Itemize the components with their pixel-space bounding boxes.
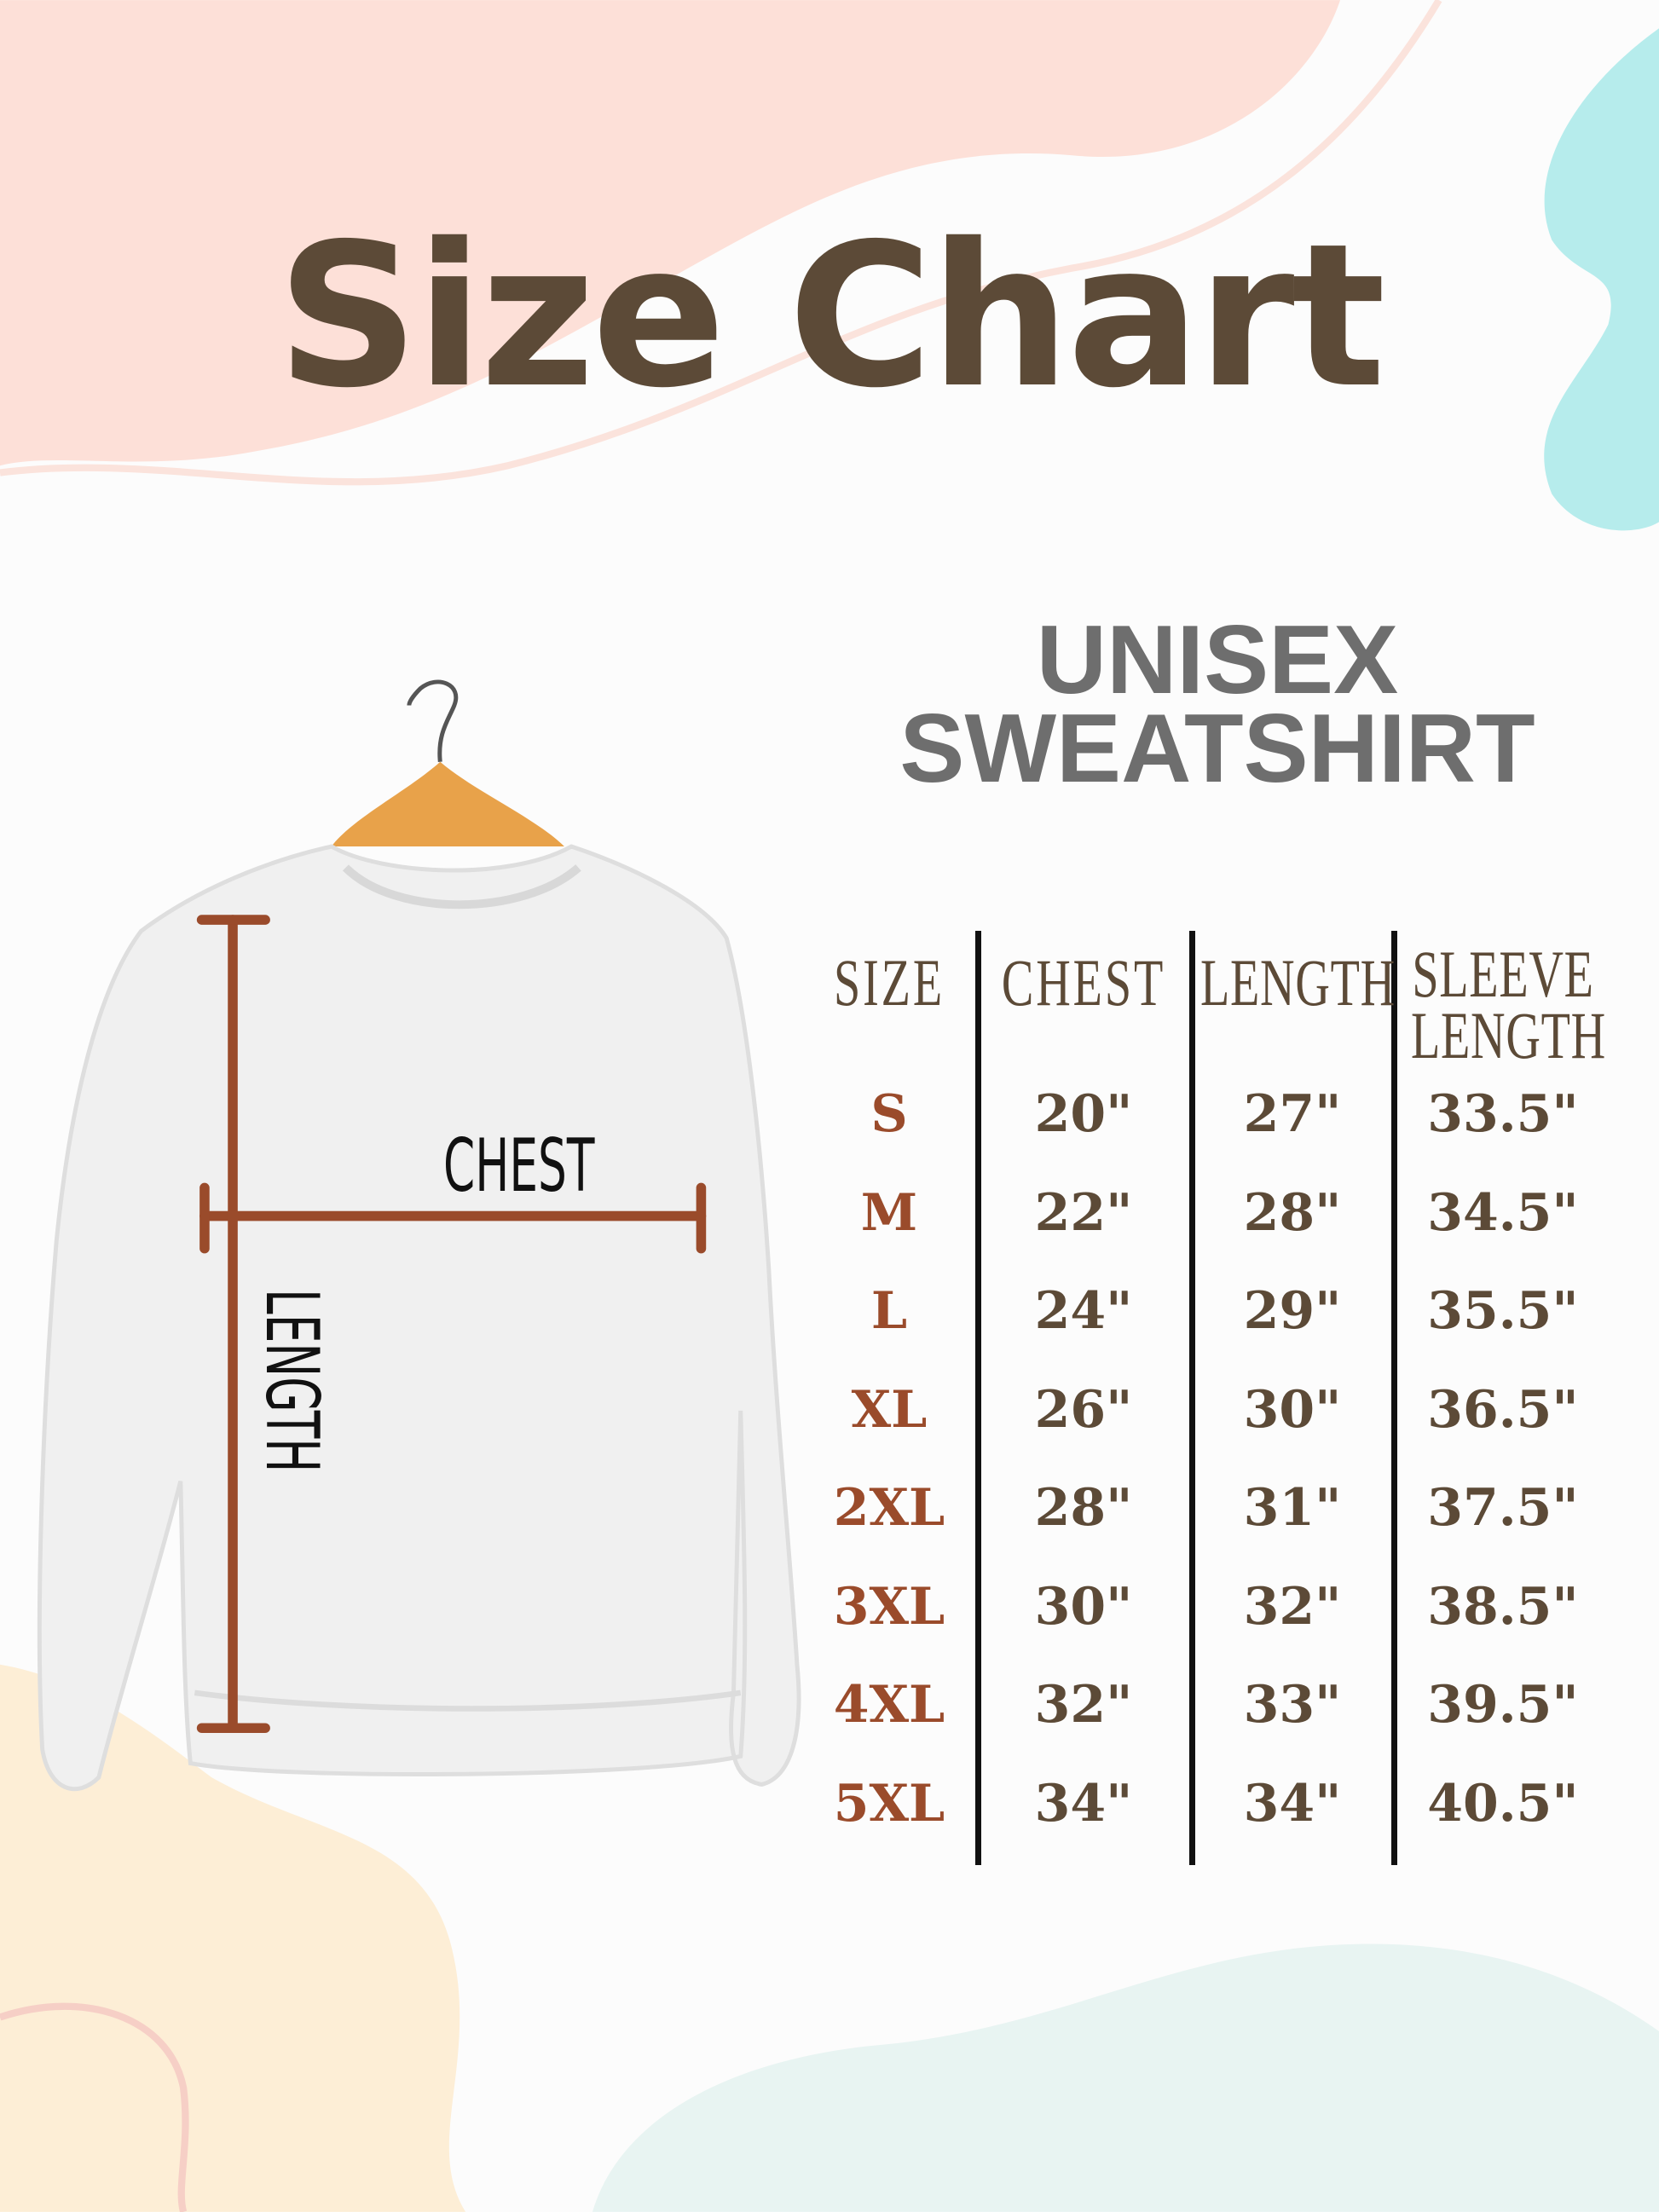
cell-length: 32" <box>1243 1576 1342 1637</box>
column-divider <box>1391 931 1397 1865</box>
cell-chest: 26" <box>1034 1379 1133 1440</box>
cell-chest: 32" <box>1034 1675 1133 1735</box>
pink-curve-line <box>0 2002 189 2212</box>
cell-length: 28" <box>1243 1182 1342 1243</box>
cell-length: 34" <box>1243 1773 1342 1834</box>
cell-length: 31" <box>1243 1478 1342 1538</box>
cell-sleeve: 38.5" <box>1427 1576 1579 1637</box>
teal-blob <box>1544 28 1659 531</box>
length-label: LENGTH <box>249 1289 334 1473</box>
cell-chest: 22" <box>1034 1182 1133 1243</box>
cell-chest: 34" <box>1034 1773 1133 1834</box>
cell-chest: 20" <box>1034 1084 1133 1144</box>
cell-length: 33" <box>1243 1675 1342 1735</box>
cell-sleeve: 40.5" <box>1427 1773 1579 1834</box>
header-sleeve-length: LENGTH <box>1411 998 1606 1072</box>
cell-length: 29" <box>1243 1281 1342 1341</box>
sweatshirt-image <box>37 844 801 1792</box>
cell-size: 4XL <box>833 1675 945 1735</box>
cell-size: 2XL <box>833 1478 945 1538</box>
cell-chest: 30" <box>1034 1576 1133 1637</box>
chest-measure-line <box>199 1182 707 1254</box>
header-size: SIZE <box>833 945 945 1019</box>
chest-label: CHEST <box>443 1123 595 1209</box>
cell-length: 30" <box>1243 1379 1342 1440</box>
cell-chest: 28" <box>1034 1478 1133 1538</box>
cell-sleeve: 39.5" <box>1427 1675 1579 1735</box>
column-divider <box>975 931 981 1865</box>
pink-blob <box>0 0 1341 466</box>
hanger-icon <box>331 679 564 847</box>
cell-chest: 24" <box>1034 1281 1133 1341</box>
cell-sleeve: 36.5" <box>1427 1379 1579 1440</box>
cell-sleeve: 35.5" <box>1427 1281 1579 1341</box>
subtitle-line-2: SWEATSHIRT <box>899 695 1535 803</box>
peach-blob <box>0 1664 466 2212</box>
cell-length: 27" <box>1243 1084 1342 1144</box>
cell-size: M <box>860 1182 918 1243</box>
pink-wave-line <box>0 0 1442 486</box>
cell-size: L <box>870 1281 908 1341</box>
light-teal-blob <box>592 1943 1659 2212</box>
cell-size: XL <box>851 1379 928 1440</box>
cell-size: S <box>870 1084 908 1144</box>
cell-size: 3XL <box>833 1576 945 1637</box>
page-title: Size Chart <box>276 201 1385 431</box>
column-divider <box>1189 931 1195 1865</box>
cell-sleeve: 33.5" <box>1427 1084 1579 1144</box>
length-measure-line <box>196 915 270 1734</box>
header-chest: CHEST <box>1001 945 1166 1019</box>
subtitle-line-1: UNISEX <box>1036 606 1399 714</box>
cell-size: 5XL <box>833 1773 945 1834</box>
cell-sleeve: 34.5" <box>1427 1182 1579 1243</box>
header-sleeve: SLEEVE <box>1412 937 1594 1011</box>
header-length: LENGTH <box>1200 945 1396 1019</box>
cell-sleeve: 37.5" <box>1427 1478 1579 1538</box>
